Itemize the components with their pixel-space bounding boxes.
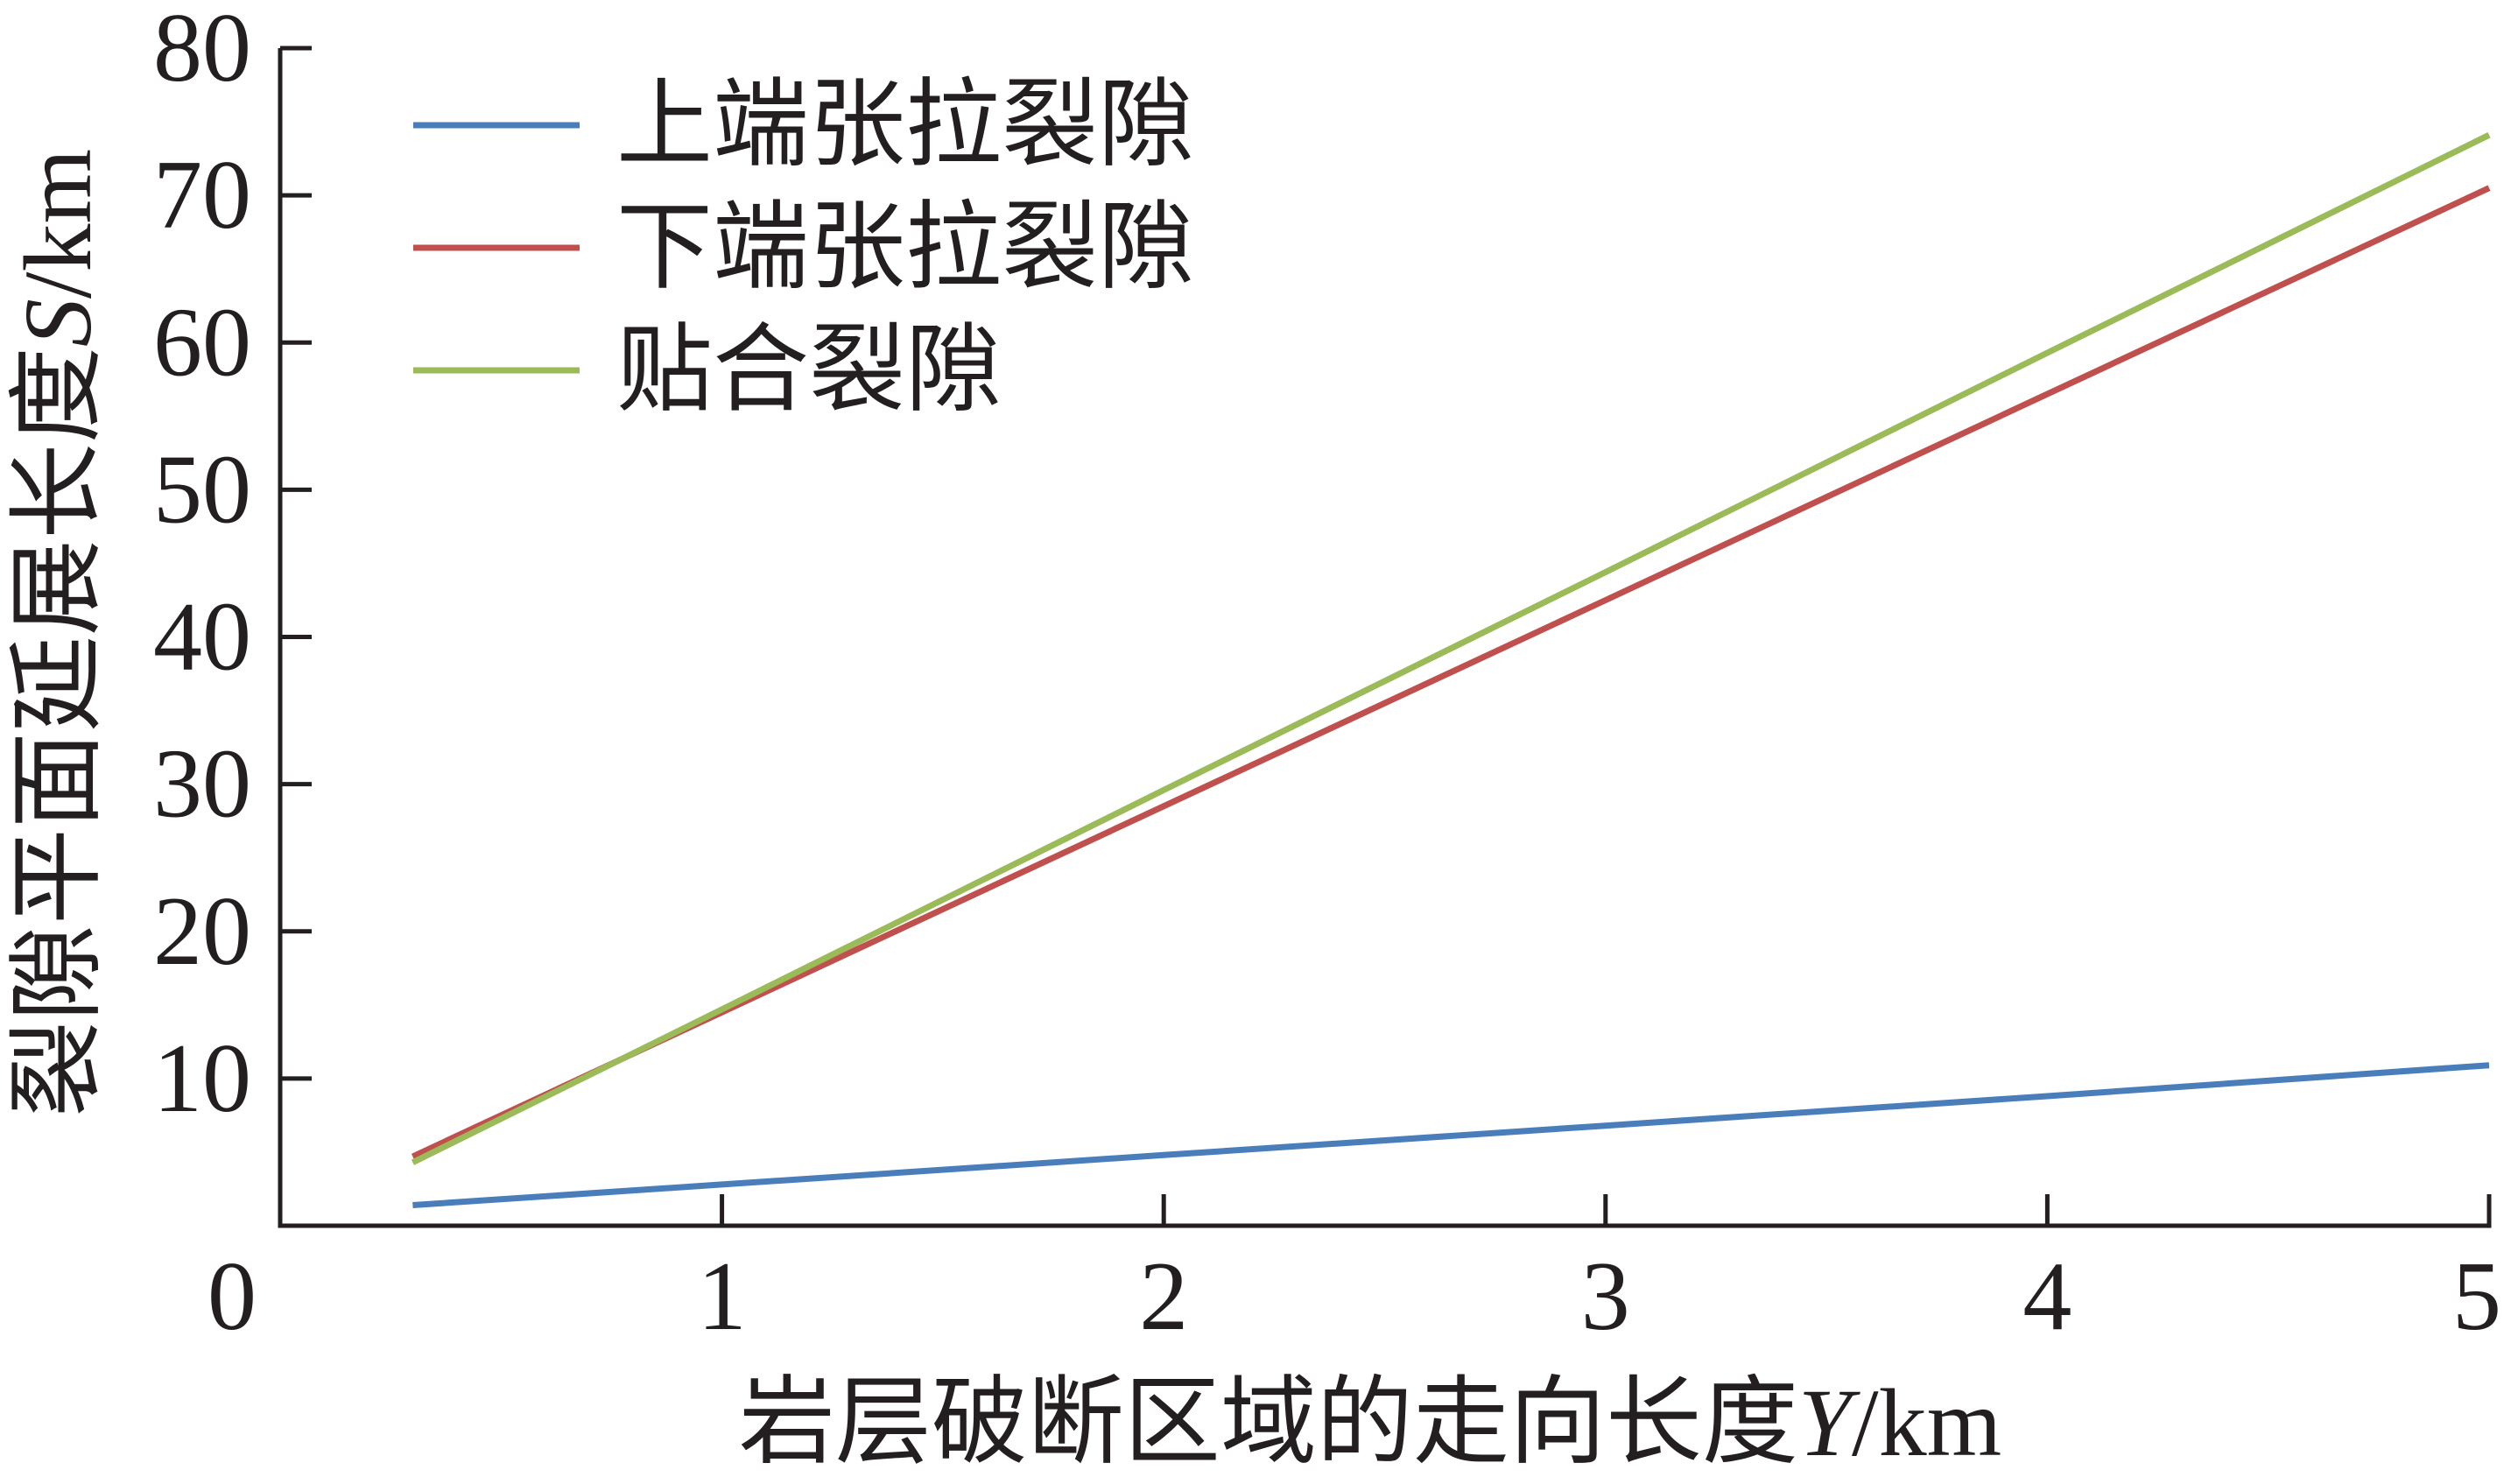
x-tick-label: 1 xyxy=(698,1242,747,1351)
x-tick-label: 3 xyxy=(1581,1242,1630,1351)
origin-label: 0 xyxy=(207,1242,257,1351)
series-line-2 xyxy=(411,132,2491,1165)
y-axis-label: 裂隙平面延展长度S/km xyxy=(4,149,111,1117)
y-tick-label: 30 xyxy=(153,730,251,839)
x-tick-label: 4 xyxy=(2022,1242,2071,1351)
y-tick-label: 40 xyxy=(153,583,251,692)
y-tick-label: 60 xyxy=(153,288,251,397)
legend-label: 上端张拉裂隙 xyxy=(616,72,1194,179)
axes: 10 20 30 40 50 60 70 80 0 1 2 3 4 5 xyxy=(153,0,2501,1351)
y-tick-label: 10 xyxy=(153,1024,251,1133)
x-tick-label: 2 xyxy=(1139,1242,1188,1351)
x-tick-label: 5 xyxy=(2452,1242,2501,1351)
series-line-0 xyxy=(412,1062,2490,1208)
y-tick-label: 70 xyxy=(153,141,251,250)
legend-label: 下端张拉裂隙 xyxy=(616,194,1194,301)
x-axis-label: 岩层破断区域的走向长度Y/km xyxy=(739,1369,2001,1476)
y-tick-label: 20 xyxy=(153,877,251,986)
legend-label: 贴合裂隙 xyxy=(616,317,1002,424)
series-layer xyxy=(411,132,2491,1208)
y-tick-label: 80 xyxy=(153,0,251,102)
y-tick-label: 50 xyxy=(153,435,251,544)
